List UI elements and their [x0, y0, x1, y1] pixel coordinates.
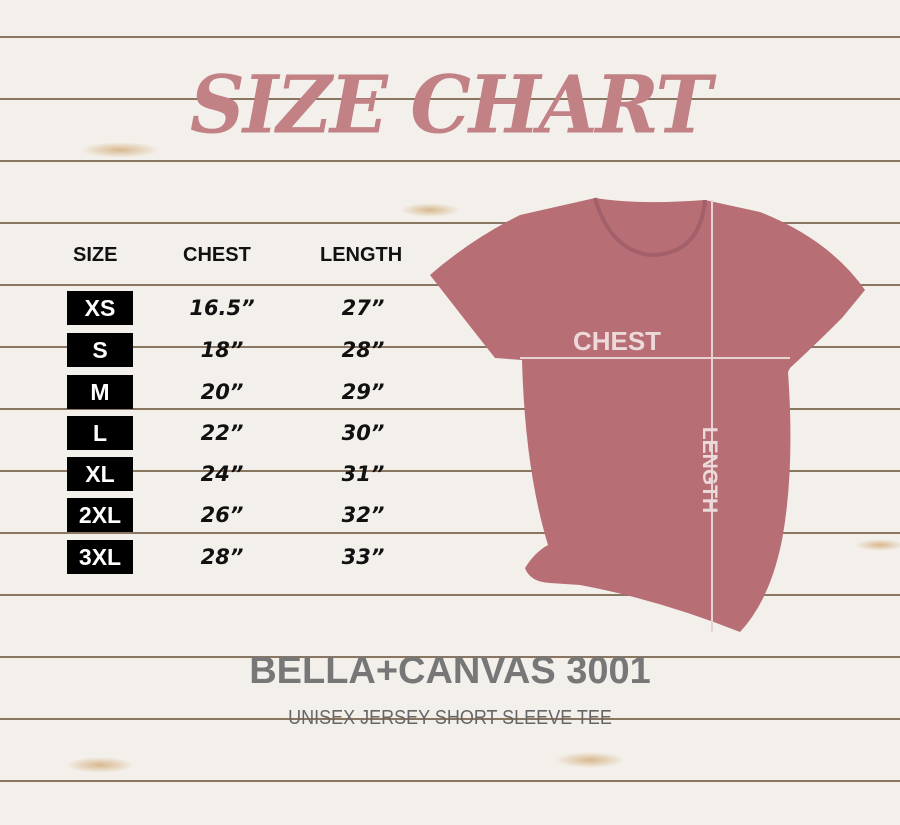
brand-name: BELLA+CANVAS 3001: [249, 650, 651, 692]
length-label: LENGTH: [698, 427, 721, 513]
length-value: 33”: [341, 545, 385, 569]
chest-value: 20”: [200, 380, 244, 404]
size-row: 2XL 26” 32”: [0, 498, 440, 534]
size-row: L 22” 30”: [0, 416, 440, 452]
size-badge: S: [67, 333, 133, 367]
chest-label: CHEST: [573, 326, 661, 356]
length-value: 29”: [341, 380, 385, 404]
size-row: M 20” 29”: [0, 375, 440, 411]
chest-value: 18”: [200, 338, 244, 362]
tshirt-collar: [593, 197, 707, 258]
tshirt-shape: [430, 198, 865, 632]
size-row: XL 24” 31”: [0, 457, 440, 493]
size-badge: XS: [67, 291, 133, 325]
size-badge: L: [67, 416, 133, 450]
length-value: 30”: [341, 421, 385, 445]
product-subtitle: UNISEX JERSEY SHORT SLEEVE TEE: [288, 707, 612, 729]
chest-value: 28”: [200, 545, 244, 569]
size-badge: XL: [67, 457, 133, 491]
size-row: XS 16.5” 27”: [0, 291, 440, 327]
length-value: 32”: [341, 503, 385, 527]
header-size: SIZE: [73, 244, 118, 266]
length-value: 28”: [341, 338, 385, 362]
length-value: 27”: [341, 296, 385, 320]
chest-value: 24”: [200, 462, 244, 486]
header-length: LENGTH: [320, 244, 403, 266]
size-badge: 2XL: [67, 498, 133, 532]
chest-value: 16.5”: [189, 296, 255, 320]
chest-value: 26”: [200, 503, 244, 527]
chest-value: 22”: [200, 421, 244, 445]
size-badge: 3XL: [67, 540, 133, 574]
header-chest: CHEST: [183, 244, 251, 266]
size-row: 3XL 28” 33”: [0, 540, 440, 576]
size-badge: M: [67, 375, 133, 409]
size-row: S 18” 28”: [0, 333, 440, 369]
length-value: 31”: [341, 462, 385, 486]
size-chart-title: SIZE CHART: [190, 57, 712, 152]
